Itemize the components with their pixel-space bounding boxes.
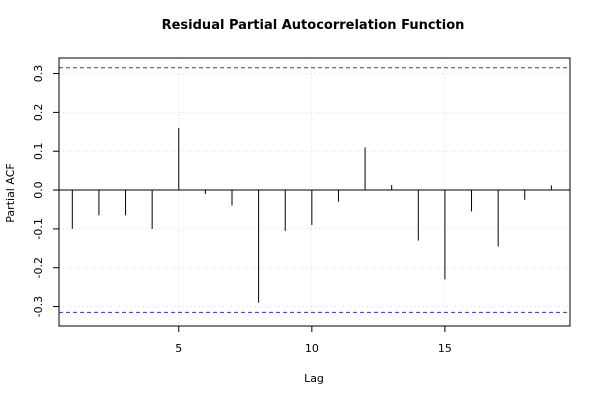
y-axis-label: Partial ACF <box>4 163 17 222</box>
y-tick-label: 0.0 <box>32 181 45 199</box>
x-axis: 5 10 15 <box>175 326 452 355</box>
x-tick-label: 15 <box>438 342 452 355</box>
confidence-bounds <box>59 67 570 313</box>
pacf-bars <box>71 127 552 303</box>
plot-frame <box>58 57 571 327</box>
x-tick-label: 10 <box>305 342 319 355</box>
x-axis-label: Lag <box>304 372 324 385</box>
y-tick-label: -0.3 <box>32 296 45 317</box>
y-tick-label: -0.2 <box>32 257 45 278</box>
x-tick-label: 5 <box>175 342 182 355</box>
grid <box>59 58 570 326</box>
y-tick-label: -0.1 <box>32 218 45 239</box>
y-tick-label: 0.2 <box>32 104 45 122</box>
y-tick-label: 0.3 <box>32 65 45 83</box>
y-axis: -0.3 -0.2 -0.1 0.0 0.1 0.2 0.3 <box>32 65 59 317</box>
chart-title: Residual Partial Autocorrelation Functio… <box>162 18 465 33</box>
y-tick-label: 0.1 <box>32 142 45 160</box>
